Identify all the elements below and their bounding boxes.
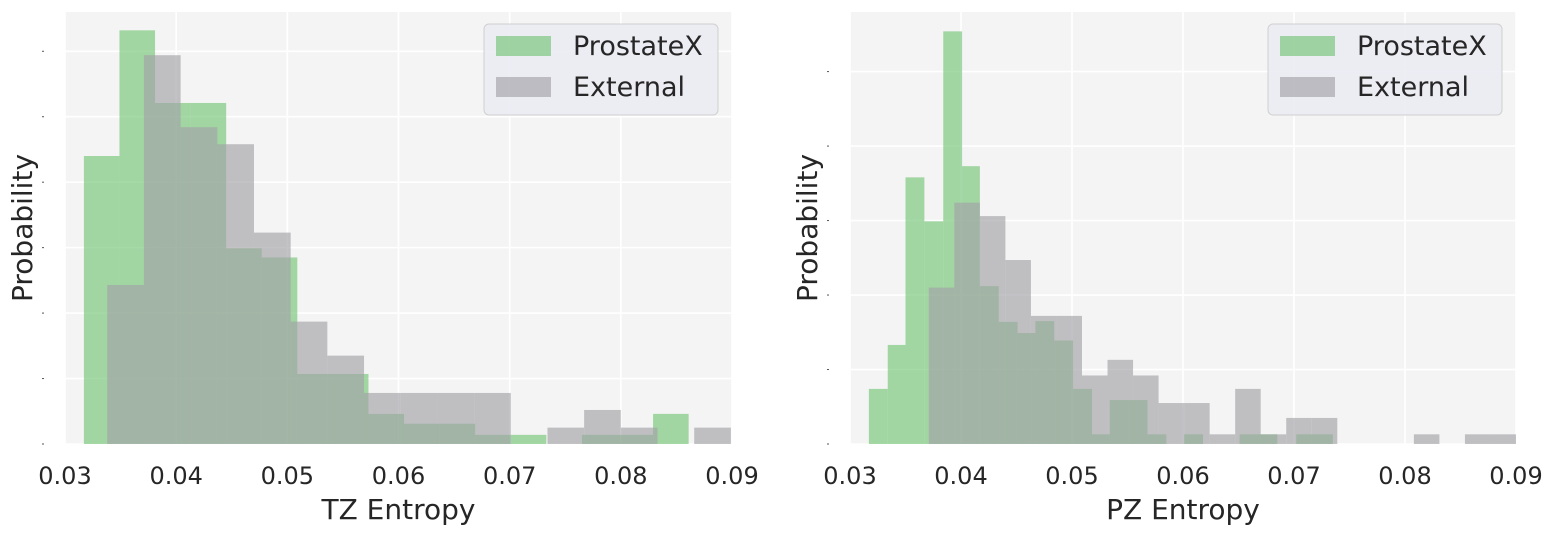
legend-swatch: [496, 36, 551, 56]
histogram-bar: [954, 202, 980, 444]
histogram-bar: [1490, 434, 1516, 444]
histogram-bar: [510, 434, 547, 444]
histogram-bar: [1235, 388, 1261, 444]
histogram-bar: [1133, 375, 1159, 444]
histogram-bar: [887, 344, 906, 444]
x-tick-label: 0.08: [594, 462, 647, 490]
histogram-bar: [107, 284, 144, 444]
histogram-bar: [474, 392, 511, 444]
y-axis-label: Probability: [6, 154, 39, 302]
x-tick-label: 0.05: [261, 462, 314, 490]
legend-swatch: [1280, 77, 1335, 97]
x-tick-label: 0.03: [38, 462, 91, 490]
histogram-bar: [217, 144, 254, 444]
histogram-bar: [979, 216, 1006, 444]
legend-label: ProstateX: [573, 31, 703, 62]
histogram-bar: [547, 427, 585, 444]
legend-label: External: [1357, 72, 1469, 103]
histogram-bar: [1056, 315, 1082, 444]
histogram-bar: [1260, 434, 1287, 444]
y-axis-label: Probability: [791, 154, 824, 302]
legend-label: ProstateX: [1357, 31, 1487, 62]
x-tick-label: 0.07: [483, 462, 536, 490]
histogram-bar: [1107, 359, 1134, 444]
legend-swatch: [496, 77, 551, 97]
x-tick-label: 0.05: [1045, 462, 1098, 490]
histogram-bar: [1005, 260, 1031, 444]
histogram-bar: [1413, 434, 1440, 444]
x-axis-label: TZ Entropy: [321, 493, 476, 526]
histogram-bar: [1081, 375, 1108, 444]
histogram-bar: [400, 392, 438, 444]
x-tick-label: 0.09: [705, 462, 758, 490]
x-tick-label: 0.07: [1267, 462, 1320, 490]
histogram-bar: [1209, 434, 1236, 444]
x-tick-label: 0.06: [372, 462, 425, 490]
histogram-bar: [1311, 417, 1338, 444]
histogram-bar: [364, 392, 401, 444]
histogram-bar: [928, 287, 955, 444]
histogram-bar: [584, 409, 621, 444]
histogram-bar: [1286, 417, 1312, 444]
x-tick-label: 0.04: [149, 462, 202, 490]
x-tick-label: 0.09: [1489, 462, 1542, 490]
x-tick-label: 0.04: [934, 462, 987, 490]
histogram-bar: [437, 392, 475, 444]
x-tick-label: 0.06: [1156, 462, 1209, 490]
histogram-bar: [143, 55, 181, 444]
x-axis-label: PZ Entropy: [1106, 493, 1260, 526]
histogram-bar: [1184, 403, 1210, 444]
x-tick-label: 0.03: [823, 462, 876, 490]
histogram-bar: [327, 355, 365, 444]
histogram-bar: [253, 232, 291, 444]
histogram-bar: [868, 388, 888, 444]
histogram-bar: [1158, 403, 1185, 444]
legend-label: External: [573, 72, 685, 103]
histogram-bar: [653, 413, 689, 444]
histogram-bar: [290, 321, 328, 444]
histogram-bar: [694, 427, 731, 444]
histogram-bar: [905, 177, 925, 444]
legend-swatch: [1280, 36, 1335, 56]
histogram-bar: [1464, 434, 1491, 444]
histogram-bar: [620, 427, 658, 444]
histogram-bar: [1030, 315, 1057, 444]
histogram-bar: [180, 127, 218, 444]
x-tick-label: 0.08: [1378, 462, 1431, 490]
